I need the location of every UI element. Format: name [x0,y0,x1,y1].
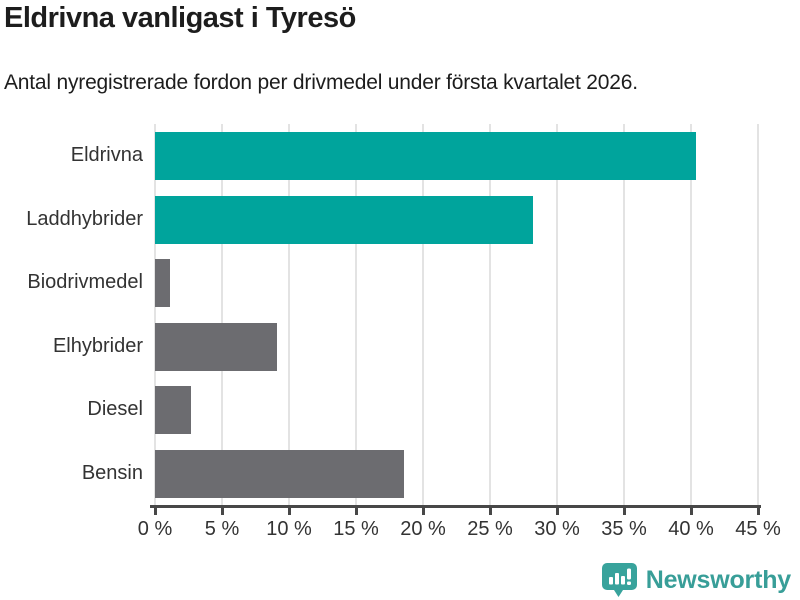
x-tick-mark [354,505,358,515]
x-tick-label: 30 % [534,518,580,540]
x-tick-mark [287,505,291,515]
gridline [288,124,290,505]
bar-bensin [155,449,405,498]
x-tick-label: 10 % [266,518,312,540]
bar-biodrivmedel [155,259,170,307]
x-tick-mark [756,505,760,515]
newsworthy-chart-bubble-icon [601,563,637,597]
gridline [422,124,424,505]
category-label-elhybrider: Elhybrider [52,334,143,357]
x-tick-label: 40 % [668,518,714,540]
x-tick-label: 15 % [333,518,379,540]
gridline [757,124,759,505]
category-label-eldrivna: Eldrivna [70,144,143,167]
bar-laddhybrider [155,195,533,244]
newsworthy-logo: Newsworthy [601,563,791,598]
x-tick-mark [153,505,157,515]
chart-title: Eldrivna vanligast i Tyresö [4,2,356,34]
x-tick-mark [622,505,626,515]
x-tick-mark [488,505,492,515]
x-axis-line [150,505,761,508]
x-tick-mark [421,505,425,515]
category-label-diesel: Diesel [87,398,143,421]
category-label-bensin: Bensin [81,461,143,484]
plot-area [154,124,759,505]
chart-subtitle: Antal nyregistrerade fordon per drivmede… [4,71,638,94]
gridline [221,124,223,505]
bar-eldrivna [155,132,697,180]
gridline [489,124,491,505]
gridline [690,124,692,505]
category-label-biodrivmedel: Biodrivmedel [27,271,143,294]
x-tick-label: 35 % [601,518,647,540]
x-tick-mark [689,505,693,515]
x-tick-mark [220,505,224,515]
gridline [154,124,156,505]
bar-diesel [155,386,192,434]
bar-elhybrider [155,322,277,371]
gridline [623,124,625,505]
x-tick-label: 20 % [400,518,446,540]
x-tick-label: 5 % [204,518,240,540]
x-tick-label: 45 % [735,518,781,540]
gridline [355,124,357,505]
x-tick-label: 25 % [467,518,513,540]
category-label-laddhybrider: Laddhybrider [26,207,143,230]
newsworthy-wordmark: Newsworthy [645,566,791,594]
category-axis: Eldrivna Laddhybrider Biodrivmedel Elhybrid… [0,124,143,505]
x-axis-ticks: 0 % 5 % 10 % 15 % 20 % 25 % 30 % 35 % 40 % 45 % [138,505,781,545]
x-tick-mark [555,505,559,515]
x-tick-label: 0 % [137,518,173,540]
gridline [556,124,558,505]
